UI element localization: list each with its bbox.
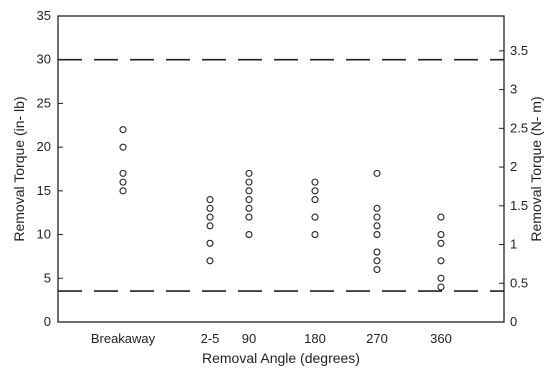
data-point <box>373 204 381 212</box>
left-tick-label: 30 <box>37 52 51 67</box>
data-point <box>119 178 127 186</box>
data-point <box>311 187 319 195</box>
data-point <box>311 196 319 204</box>
data-point <box>437 283 445 291</box>
left-tick-label: 35 <box>37 8 51 23</box>
data-point <box>245 213 253 221</box>
x-tick-label: 2-5 <box>201 331 220 346</box>
x-tick-label: 90 <box>242 331 256 346</box>
x-tick-label: Breakaway <box>91 331 156 346</box>
data-point <box>245 187 253 195</box>
data-point <box>245 178 253 186</box>
data-point <box>437 231 445 239</box>
right-tick-label: 3 <box>510 82 517 97</box>
data-points <box>119 126 445 291</box>
reference-lines <box>58 58 504 292</box>
right-tick-label: 1 <box>510 237 517 252</box>
x-axis-title: Removal Angle (degrees) <box>202 350 360 366</box>
right-axis-ticks: 0 0.5 1 1.5 2 2.5 3 3.5 <box>499 43 528 329</box>
data-point <box>373 222 381 230</box>
data-point <box>119 143 127 151</box>
left-tick-label: 10 <box>37 227 51 242</box>
data-point <box>119 169 127 177</box>
right-tick-label: 1.5 <box>510 198 528 213</box>
data-point <box>437 274 445 282</box>
data-point <box>373 265 381 274</box>
left-tick-label: 25 <box>37 95 51 110</box>
right-tick-label: 2.5 <box>510 120 528 135</box>
left-tick-label: 5 <box>44 270 51 285</box>
data-point <box>245 169 253 177</box>
plot-frame <box>57 15 505 323</box>
x-tick-label: 180 <box>304 331 326 346</box>
right-tick-label: 0 <box>510 314 517 329</box>
left-axis-ticks: 0 5 10 15 20 25 30 35 <box>37 8 63 329</box>
left-tick-label: 0 <box>44 314 51 329</box>
data-point <box>373 213 381 221</box>
x-tick-label: 270 <box>366 331 388 346</box>
right-tick-label: 3.5 <box>510 43 528 58</box>
data-point <box>119 126 127 134</box>
data-point <box>206 196 214 204</box>
left-axis-title: Removal Torque (in- lb) <box>11 96 27 241</box>
left-tick-label: 15 <box>37 183 51 198</box>
data-point <box>206 213 214 221</box>
data-point <box>245 231 253 239</box>
x-tick-label: 360 <box>430 331 452 346</box>
data-point <box>373 231 381 239</box>
left-tick-label: 20 <box>37 139 51 154</box>
data-point <box>245 196 253 204</box>
data-point <box>206 222 214 230</box>
data-point <box>373 257 381 265</box>
right-tick-label: 2 <box>510 159 517 174</box>
data-point <box>206 204 214 212</box>
x-axis-ticks: Breakaway 2-5 90 180 270 360 <box>91 331 452 346</box>
right-axis-title: Removal Torque (N- m) <box>528 96 544 241</box>
data-point <box>437 257 445 265</box>
data-point <box>206 239 214 247</box>
data-point <box>311 178 319 186</box>
right-tick-label: 0.5 <box>510 275 528 290</box>
data-point <box>311 213 319 221</box>
data-point <box>437 213 445 221</box>
data-point <box>119 187 127 195</box>
data-point <box>311 231 319 239</box>
data-point <box>206 257 214 265</box>
data-point <box>245 204 253 212</box>
data-point <box>437 239 445 247</box>
data-point <box>373 169 381 177</box>
data-point <box>373 248 381 256</box>
